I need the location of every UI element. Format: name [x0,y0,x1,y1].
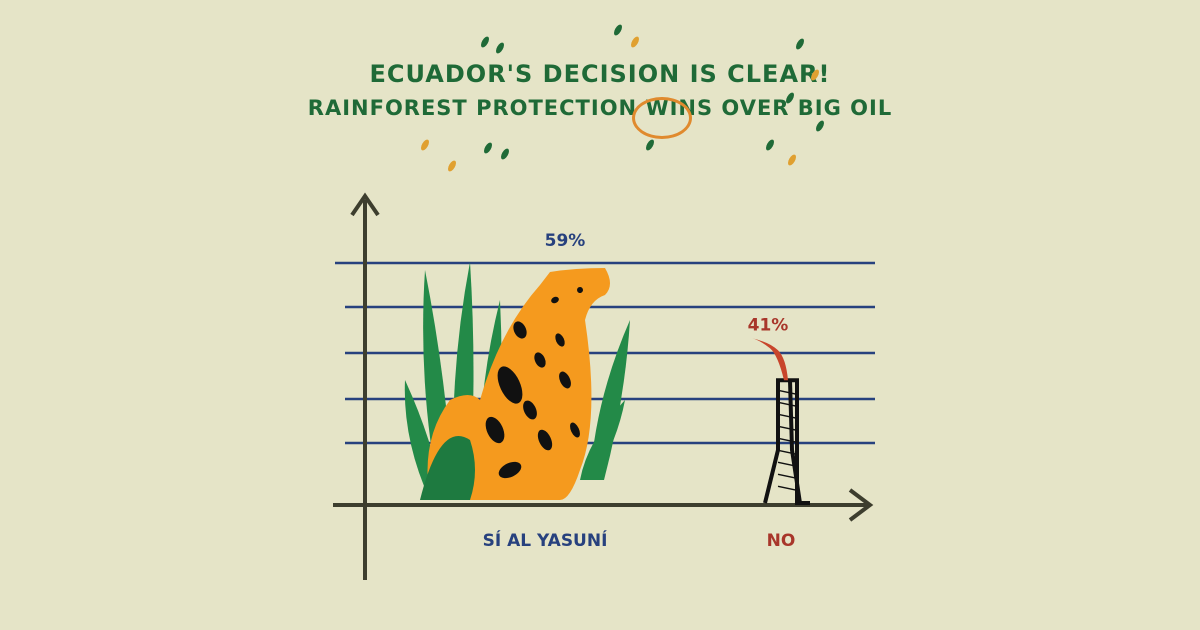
leaf-confetti [448,160,456,172]
leaf-confetti [788,154,796,166]
plant-leaf-icon [580,400,625,480]
jaguar-spot [577,287,583,293]
leaf-confetti [811,69,819,81]
bar-no-oil-rig [752,338,810,505]
jaguar-spot [485,416,505,444]
jaguar-spot [513,321,527,339]
oil-rig-strut [777,473,798,480]
oil-rig-strut [777,449,798,456]
category-label-no: NO [767,531,796,551]
confetti-decoration [421,24,824,172]
leaf-confetti [646,139,654,151]
leaf-confetti [484,142,492,154]
jaguar-spot [537,429,553,451]
oil-rig-strut [777,401,798,408]
data-label-no: 41% [748,315,789,335]
oil-rig-strut [777,389,798,396]
oil-rig-strut [777,413,798,420]
bar-si-al-yasuni-jaguar [404,262,630,500]
leaf-confetti [786,92,794,104]
oil-rig-strut [777,437,798,444]
jaguar-spot [555,333,565,347]
jaguar-spot [551,296,559,304]
leaf-confetti [816,120,824,132]
jaguar-spot [498,461,522,479]
x-axis [333,488,874,522]
leaf-confetti [796,38,804,50]
jaguar-spot [570,422,580,438]
jaguar-spot [534,352,546,368]
wins-highlight-circle [632,97,692,139]
y-axis [350,192,380,580]
leaf-confetti [614,24,622,36]
leaf-confetti [501,148,509,160]
flame-icon [752,338,788,381]
title-line-1: ECUADOR'S DECISION IS CLEAR! [369,60,831,88]
oil-rig-strut [777,425,798,432]
leaf-confetti [766,139,774,151]
oil-rig-strut [777,461,798,468]
leaf-confetti [421,139,429,151]
oil-rig-strut [777,485,798,492]
jaguar-spot [559,371,571,389]
data-label-yes: 59% [545,231,586,251]
leaf-confetti [481,36,489,48]
jaguar-spot [497,366,523,404]
plant-leaf-icon [420,436,475,500]
title-line-2: RAINFOREST PROTECTION WINS OVER BIG OIL [307,96,893,120]
leaf-confetti [631,36,639,48]
category-label-yes: SÍ AL YASUNÍ [483,529,608,551]
leaf-confetti [496,42,504,54]
jaguar-spot [523,400,537,420]
